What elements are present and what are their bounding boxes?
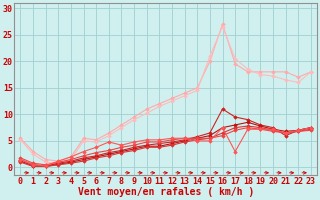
X-axis label: Vent moyen/en rafales ( km/h ): Vent moyen/en rafales ( km/h ) [77,187,254,197]
